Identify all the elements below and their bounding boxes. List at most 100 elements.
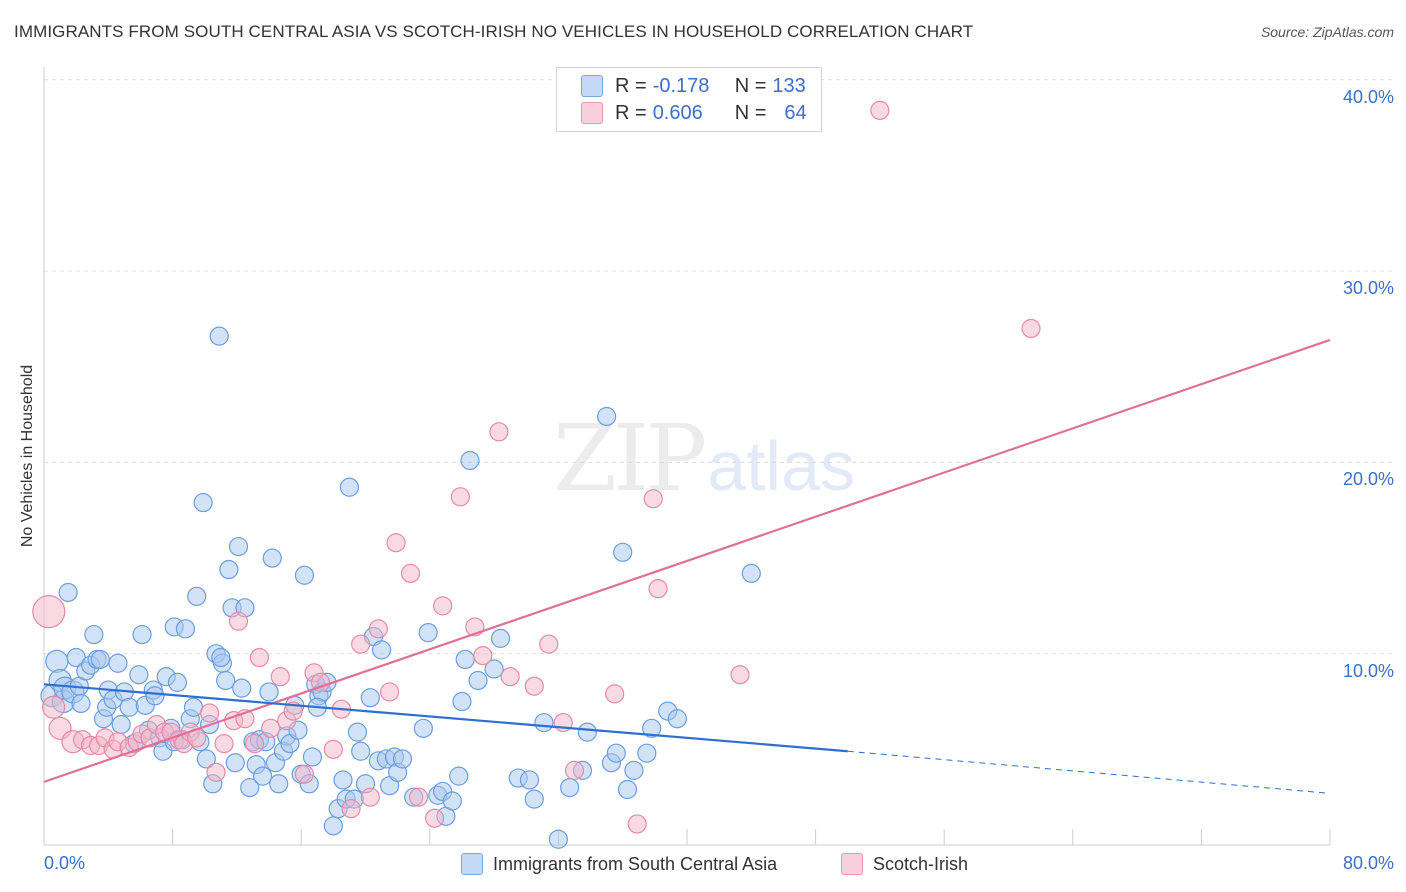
x-tick-min: 0.0% bbox=[44, 853, 86, 873]
data-point bbox=[368, 619, 388, 639]
data-point bbox=[413, 718, 433, 738]
data-point bbox=[450, 487, 470, 507]
data-point bbox=[455, 649, 475, 670]
data-point bbox=[392, 749, 413, 769]
data-point bbox=[167, 672, 188, 692]
data-point bbox=[667, 709, 687, 729]
data-point bbox=[58, 582, 78, 603]
data-point bbox=[605, 684, 625, 704]
data-point bbox=[244, 734, 265, 754]
legend-swatch-pink bbox=[581, 102, 603, 124]
data-point bbox=[613, 542, 633, 562]
data-point bbox=[240, 778, 260, 798]
data-point bbox=[262, 548, 282, 568]
data-point bbox=[351, 741, 371, 761]
data-point bbox=[418, 623, 438, 643]
data-point bbox=[341, 799, 361, 819]
data-point bbox=[45, 649, 69, 673]
data-point bbox=[249, 647, 270, 668]
legend-row-scotch-irish: R = 0.606 N = 64 bbox=[581, 101, 807, 125]
data-point bbox=[175, 619, 196, 639]
data-point bbox=[433, 596, 453, 616]
data-point bbox=[642, 718, 662, 738]
trend-line-south-central-asia-extension bbox=[847, 750, 1331, 794]
legend-n-label: N = bbox=[734, 74, 767, 97]
bottom-legend-swatch-pink bbox=[841, 853, 863, 875]
data-point bbox=[1021, 318, 1041, 339]
data-point bbox=[253, 766, 273, 786]
data-point bbox=[360, 688, 380, 708]
data-point bbox=[259, 682, 279, 702]
legend-swatch-blue bbox=[581, 75, 603, 97]
data-point bbox=[225, 753, 245, 773]
data-point bbox=[302, 747, 323, 767]
data-point bbox=[71, 693, 91, 714]
bottom-legend-south-central-asia: Immigrants from South Central Asia bbox=[461, 852, 777, 876]
data-point bbox=[108, 653, 128, 673]
data-point bbox=[351, 634, 371, 654]
trend-line-scotch-irish bbox=[43, 338, 1331, 783]
chart-title: IMMIGRANTS FROM SOUTH CENTRAL ASIA VS SC… bbox=[14, 22, 974, 41]
data-point bbox=[228, 611, 249, 631]
bottom-legend-label: Immigrants from South Central Asia bbox=[493, 853, 778, 874]
data-point bbox=[741, 563, 761, 583]
data-point bbox=[468, 670, 488, 691]
bottom-legend-swatch-blue bbox=[461, 853, 483, 875]
data-point bbox=[606, 743, 626, 763]
data-point bbox=[347, 722, 368, 742]
data-point bbox=[132, 624, 152, 645]
data-point bbox=[283, 701, 303, 721]
legend-n-label: N = bbox=[734, 101, 767, 124]
data-point bbox=[524, 789, 544, 809]
y-axis-label: No Vehicles in Household bbox=[19, 364, 36, 548]
data-point bbox=[42, 695, 66, 719]
data-point bbox=[269, 774, 289, 794]
data-point bbox=[187, 586, 207, 606]
data-point bbox=[870, 100, 890, 121]
data-point bbox=[408, 787, 429, 807]
data-point bbox=[519, 770, 540, 790]
data-point bbox=[524, 676, 544, 696]
bottom-legend-label: Scotch-Irish bbox=[873, 853, 969, 874]
legend-r-value: -0.178 bbox=[652, 74, 710, 97]
data-point bbox=[111, 714, 131, 735]
data-point bbox=[371, 640, 392, 660]
data-point bbox=[380, 682, 400, 702]
data-point bbox=[211, 647, 231, 668]
data-point bbox=[539, 634, 559, 654]
y-tick-10: 10.0% bbox=[1342, 661, 1394, 681]
data-point bbox=[119, 697, 139, 717]
data-point bbox=[32, 595, 66, 629]
watermark-zip: ZIP bbox=[553, 405, 707, 512]
data-point bbox=[490, 628, 511, 648]
legend-n-value: 64 bbox=[784, 101, 807, 124]
legend-r-label: R = bbox=[615, 101, 647, 124]
data-point bbox=[400, 563, 421, 583]
data-point bbox=[560, 778, 580, 798]
data-point bbox=[219, 559, 239, 580]
x-tick-max: 80.0% bbox=[1342, 853, 1394, 873]
correlation-legend: R = -0.178 N = 133 R = 0.606 N = 64 bbox=[556, 67, 822, 132]
y-tick-40: 40.0% bbox=[1342, 87, 1394, 107]
data-point bbox=[360, 787, 380, 807]
watermark-atlas: atlas bbox=[707, 427, 856, 505]
data-point bbox=[206, 762, 226, 782]
legend-row-south-central-asia: R = -0.178 N = 133 bbox=[581, 74, 806, 98]
data-point bbox=[449, 766, 469, 786]
data-point bbox=[548, 829, 569, 849]
data-point bbox=[84, 624, 104, 645]
legend-n-value: 133 bbox=[772, 74, 806, 97]
data-point bbox=[209, 326, 229, 346]
data-point bbox=[333, 770, 353, 790]
data-point bbox=[730, 665, 750, 685]
data-point bbox=[228, 536, 249, 557]
data-point bbox=[196, 749, 216, 769]
data-point bbox=[129, 665, 149, 685]
data-point bbox=[452, 691, 472, 712]
data-point bbox=[386, 533, 406, 553]
data-point bbox=[310, 672, 331, 692]
bottom-legend-scotch-irish: Scotch-Irish bbox=[841, 852, 968, 876]
y-tick-30: 30.0% bbox=[1342, 278, 1394, 298]
data-point bbox=[294, 764, 315, 784]
